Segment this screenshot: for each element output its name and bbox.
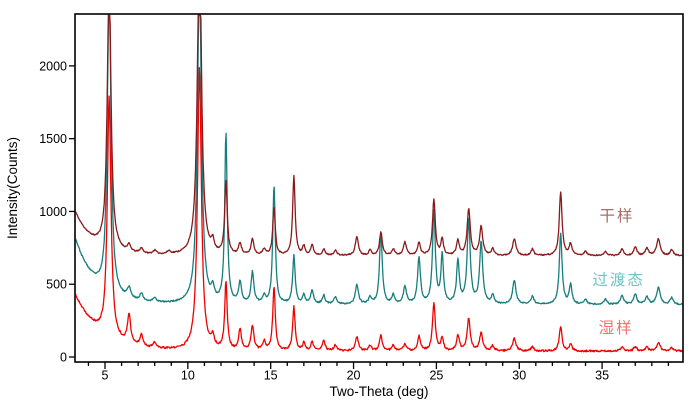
series-label-过渡态: 过渡态 — [592, 271, 645, 289]
trace-group — [75, 14, 683, 353]
y-axis-tick-labels: 0 500 1000 1500 2000 — [39, 59, 67, 364]
y-tick-label-2000: 2000 — [39, 59, 67, 73]
x-tick-label-10: 10 — [181, 369, 195, 383]
x-axis-title: Two-Theta (deg) — [329, 384, 428, 399]
trace-湿样 — [75, 67, 683, 353]
series-label-干样: 干样 — [600, 207, 635, 225]
x-tick-label-15: 15 — [264, 369, 278, 383]
y-axis-title: Intensity(Counts) — [5, 137, 20, 239]
series-label-湿样: 湿样 — [599, 319, 634, 337]
trace-干样 — [75, 14, 683, 257]
x-tick-label-5: 5 — [102, 369, 109, 383]
x-tick-label-25: 25 — [429, 369, 443, 383]
x-axis-tick-labels: 5 10 15 20 25 30 35 — [102, 369, 610, 383]
y-tick-label-1500: 1500 — [39, 132, 67, 146]
plot-frame — [74, 13, 684, 363]
y-tick-label-0: 0 — [60, 351, 67, 365]
y-tick-label-500: 500 — [46, 278, 67, 292]
y-tick-label-1000: 1000 — [39, 205, 67, 219]
y-axis-ticks — [69, 65, 75, 358]
x-axis-ticks — [87, 362, 670, 369]
x-tick-label-30: 30 — [512, 369, 526, 383]
trace-过渡态 — [75, 14, 683, 306]
x-tick-label-35: 35 — [595, 369, 609, 383]
x-tick-label-20: 20 — [347, 369, 361, 383]
